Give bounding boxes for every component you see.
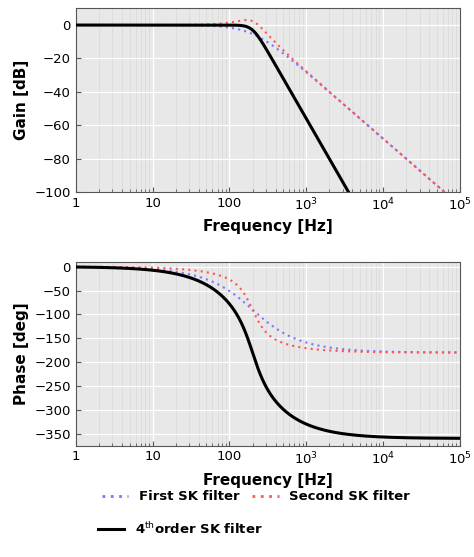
Y-axis label: Gain [dB]: Gain [dB]: [14, 60, 29, 140]
X-axis label: Frequency [Hz]: Frequency [Hz]: [203, 473, 333, 487]
Y-axis label: Phase [deg]: Phase [deg]: [14, 302, 29, 405]
X-axis label: Frequency [Hz]: Frequency [Hz]: [203, 219, 333, 234]
Legend: 4$^{\mathrm{th}}$order SK filter: 4$^{\mathrm{th}}$order SK filter: [92, 516, 268, 542]
Legend: First SK filter, Second SK filter: First SK filter, Second SK filter: [96, 485, 416, 509]
